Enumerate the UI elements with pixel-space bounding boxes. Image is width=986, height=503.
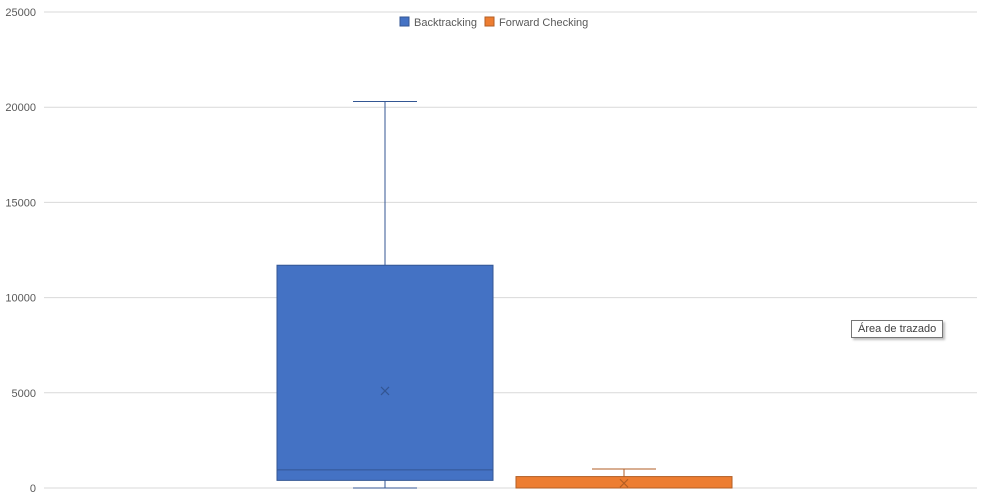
y-axis-ticks: 0 5000 10000 15000 20000 25000	[5, 7, 36, 495]
y-tick-label-3: 15000	[5, 197, 36, 209]
box-body-1	[276, 264, 494, 481]
legend-label-2: Forward Checking	[499, 17, 588, 29]
legend: Backtracking Forward Checking	[399, 16, 588, 29]
y-tick-label-1: 5000	[12, 388, 36, 400]
mean-marker-2	[619, 478, 629, 488]
box-series	[276, 100, 733, 489]
gridlines	[44, 11, 977, 489]
box-1	[276, 100, 494, 489]
legend-swatch-2	[484, 16, 495, 27]
legend-swatch-1	[399, 16, 410, 27]
plot-area-tooltip: Área de trazado	[851, 320, 944, 338]
y-tick-label-0: 0	[30, 483, 36, 495]
box-2	[515, 468, 733, 489]
box-body-2	[515, 476, 733, 489]
mean-marker-1	[380, 386, 390, 396]
y-tick-label-2: 10000	[5, 293, 36, 305]
y-tick-label-4: 20000	[5, 102, 36, 114]
y-tick-label-5: 25000	[5, 7, 36, 19]
legend-label-1: Backtracking	[414, 17, 477, 29]
